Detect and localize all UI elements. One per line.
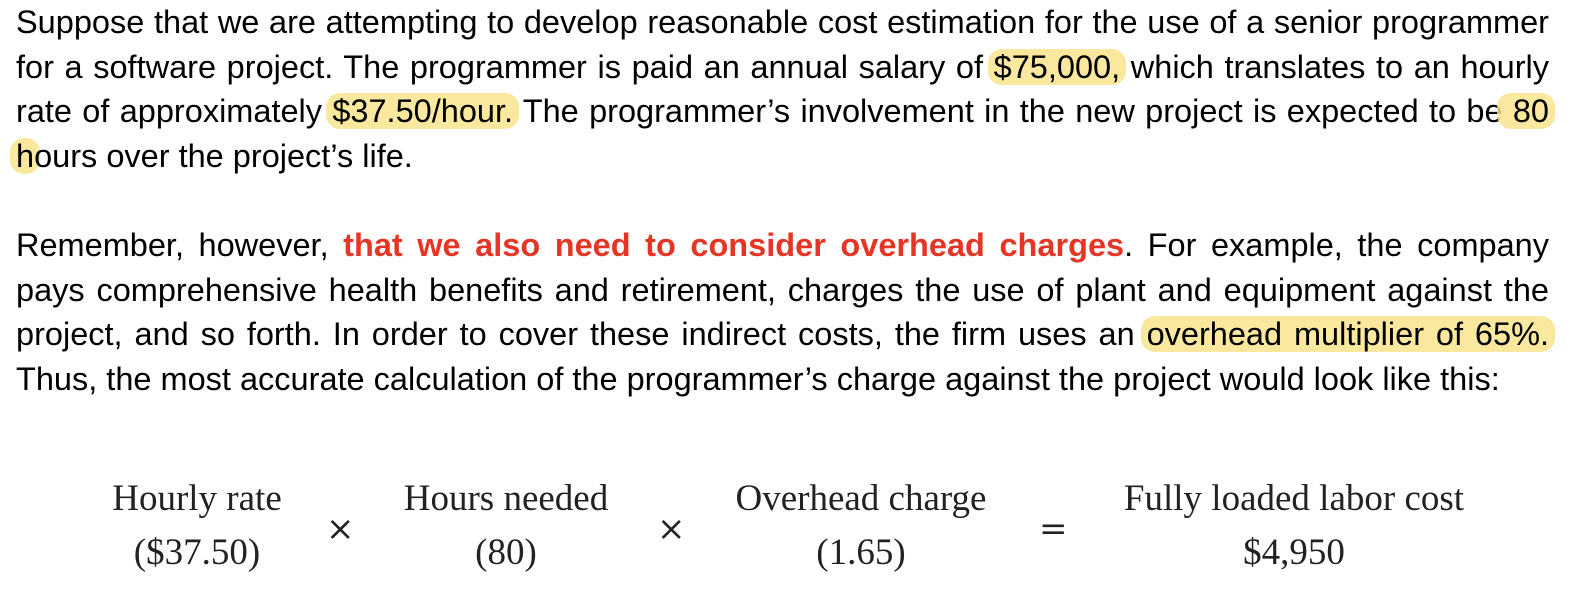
equals-operator: = — [1039, 509, 1068, 549]
paragraph-overhead: Remember, however, that we also need to … — [16, 223, 1556, 401]
term-label: Hourly rate — [112, 478, 282, 519]
formula-term-overhead-charge: Overhead charge (1.65) — [706, 472, 1016, 580]
para2-text-3: Thus, the most accurate calculation of t… — [16, 360, 1500, 397]
highlight-hourly-rate: $37.50/hour. — [326, 93, 520, 129]
emphasis-overhead-charges: that we also need to consider overhead c… — [343, 227, 1125, 263]
para1-text-3: The programmer’s involvement in the new … — [513, 93, 1503, 129]
highlight-annual-salary: $75,000, — [987, 48, 1127, 85]
term-label: Fully loaded labor cost — [1123, 478, 1465, 519]
paragraph-salary: Suppose that we are attempting to develo… — [10, 0, 1555, 178]
para1-text-4: ours over the project’s life. — [34, 137, 413, 174]
formula-term-hourly-rate: Hourly rate ($37.50) — [78, 472, 316, 580]
term-label: Overhead charge — [735, 478, 987, 519]
cost-formula: Hourly rate ($37.50) × Hours needed (80)… — [0, 472, 1580, 582]
multiply-operator: × — [326, 509, 355, 549]
para2-text-1: Remember, however, — [16, 227, 344, 263]
term-value: $4,950 — [1243, 532, 1345, 573]
para2-text-2: . For example, the company pays comprehe… — [16, 227, 1549, 352]
para1-text-1: Suppose that we are attempting to develo… — [16, 4, 1549, 85]
formula-term-hours-needed: Hours needed (80) — [376, 472, 636, 580]
multiply-operator: × — [657, 509, 686, 549]
highlight-overhead-multiplier: overhead multiplier of 65%. — [1140, 316, 1556, 352]
term-value: (80) — [475, 532, 537, 573]
term-label: Hours needed — [403, 478, 609, 519]
term-value: (1.65) — [816, 532, 906, 573]
formula-result-labor-cost: Fully loaded labor cost $4,950 — [1090, 472, 1498, 580]
term-value: ($37.50) — [133, 532, 261, 573]
para1-text-2: which translates to an hourly rate of ap… — [16, 48, 1549, 130]
